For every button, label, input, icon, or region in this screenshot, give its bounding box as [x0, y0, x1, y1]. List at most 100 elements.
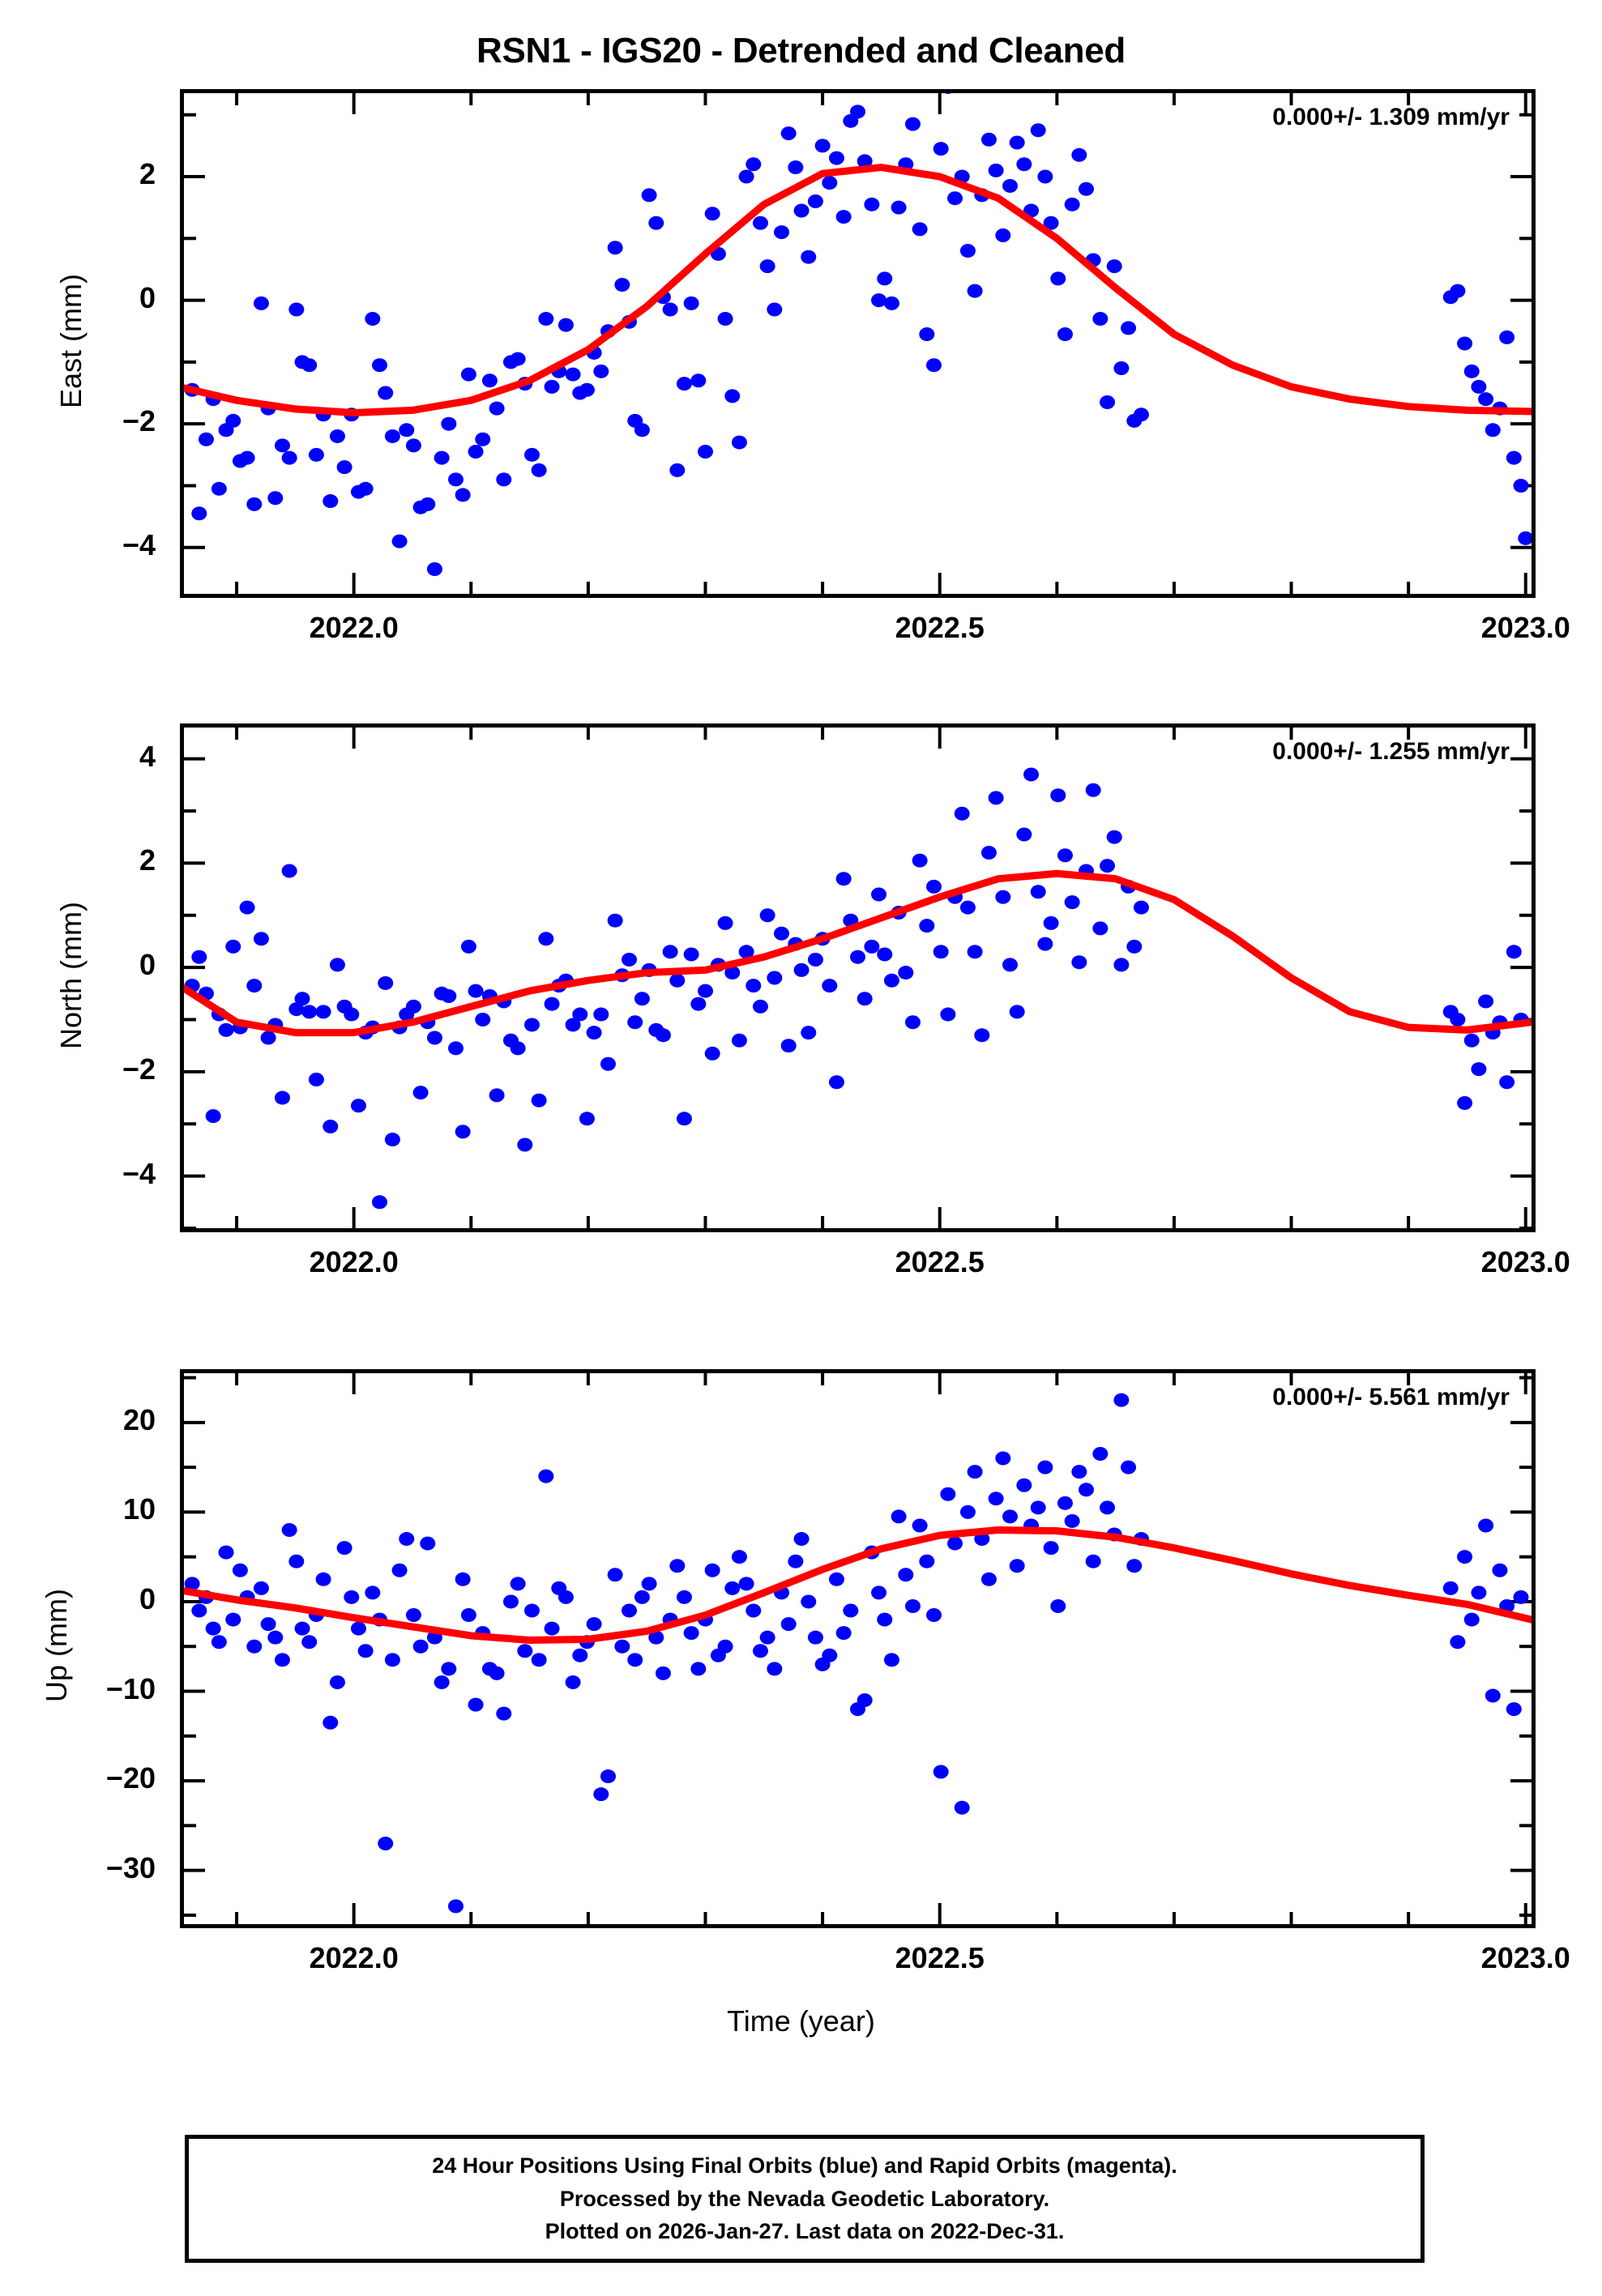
data-point: [980, 1572, 997, 1586]
data-point: [557, 318, 574, 332]
y-tick-label: −30: [105, 1850, 156, 1884]
data-point: [301, 1005, 318, 1019]
data-point: [1499, 330, 1515, 344]
data-point: [774, 926, 789, 941]
data-point: [441, 989, 457, 1004]
data-point: [622, 952, 638, 967]
data-point: [1513, 1590, 1529, 1604]
data-point: [384, 1133, 400, 1147]
data-point: [1050, 788, 1066, 803]
data-point: [586, 1026, 602, 1040]
data-point: [828, 1572, 844, 1586]
data-point: [891, 200, 907, 215]
data-point: [523, 447, 540, 462]
data-point: [704, 207, 720, 221]
data-point: [274, 438, 290, 453]
data-point: [919, 327, 935, 342]
data-point: [988, 791, 1004, 805]
data-point: [1126, 939, 1143, 954]
panel-up: 0.000+/- 5.561 mm/yr: [180, 1369, 1536, 1928]
data-point: [468, 984, 484, 998]
plot-area-east: [180, 89, 1536, 598]
data-point: [489, 1666, 505, 1680]
data-point: [676, 1590, 692, 1604]
data-point: [641, 188, 657, 203]
data-point: [759, 259, 775, 274]
data-point: [1457, 1550, 1473, 1564]
data-point: [579, 382, 595, 397]
rate-annotation-east: 0.000+/- 1.309 mm/yr: [1272, 104, 1510, 130]
data-point: [267, 1630, 284, 1645]
y-tick-label: −2: [122, 1052, 156, 1086]
data-point: [468, 445, 484, 459]
data-point: [1085, 1554, 1101, 1568]
data-point: [1106, 259, 1122, 274]
data-point: [1492, 1563, 1508, 1577]
data-point: [455, 1572, 471, 1586]
data-point: [496, 1706, 512, 1721]
x-tick-label: 2022.5: [895, 611, 985, 644]
data-point: [288, 1554, 305, 1568]
data-point: [793, 203, 810, 218]
data-point: [565, 367, 581, 382]
data-point: [807, 1630, 823, 1645]
data-point: [738, 945, 754, 959]
data-point: [441, 416, 457, 431]
data-point: [904, 1598, 921, 1613]
data-point: [959, 244, 976, 258]
data-point: [191, 950, 207, 964]
data-point: [933, 1765, 949, 1779]
data-point: [877, 1612, 893, 1627]
data-point: [544, 996, 560, 1011]
y-tick-label: 10: [122, 1492, 156, 1526]
data-point: [344, 1007, 360, 1022]
data-point: [724, 389, 741, 403]
data-point: [698, 445, 714, 459]
data-point: [1071, 147, 1087, 162]
data-point: [1064, 197, 1080, 211]
data-point: [301, 1635, 318, 1649]
data-point: [857, 154, 873, 169]
data-point: [1506, 945, 1522, 959]
data-point: [724, 1581, 741, 1595]
data-point: [669, 973, 686, 988]
caption-line-3: Plotted on 2026-Jan-27. Last data on 202…: [545, 2219, 1065, 2244]
data-point: [988, 1492, 1004, 1506]
data-point: [391, 1563, 408, 1577]
data-point: [205, 1621, 221, 1636]
data-point: [441, 1662, 457, 1676]
data-point: [344, 1590, 360, 1604]
data-point: [510, 352, 526, 366]
data-point: [329, 1675, 345, 1689]
data-point: [780, 126, 797, 141]
data-point: [218, 1022, 234, 1037]
data-point: [246, 979, 263, 993]
data-point: [372, 358, 387, 373]
data-point: [1478, 392, 1494, 407]
data-point: [940, 1487, 956, 1501]
data-point: [607, 1568, 623, 1582]
data-point: [288, 1002, 305, 1017]
data-point: [1050, 1598, 1066, 1613]
data-point: [1064, 895, 1080, 910]
data-point: [655, 1666, 671, 1680]
data-point: [857, 992, 873, 1006]
data-point: [891, 1509, 907, 1524]
data-point: [1085, 783, 1101, 797]
data-point: [814, 139, 831, 153]
data-point: [857, 1693, 873, 1708]
data-point: [648, 216, 664, 230]
data-point: [475, 1013, 491, 1026]
data-point: [468, 1697, 484, 1712]
data-point: [260, 1617, 276, 1632]
data-point: [447, 1899, 464, 1914]
data-point: [1009, 135, 1025, 150]
data-point: [455, 1125, 471, 1139]
data-point: [281, 450, 297, 465]
data-point: [1100, 859, 1116, 873]
data-point: [822, 979, 838, 993]
data-point: [399, 1532, 415, 1547]
data-point: [807, 952, 823, 967]
data-point: [1450, 1635, 1466, 1649]
